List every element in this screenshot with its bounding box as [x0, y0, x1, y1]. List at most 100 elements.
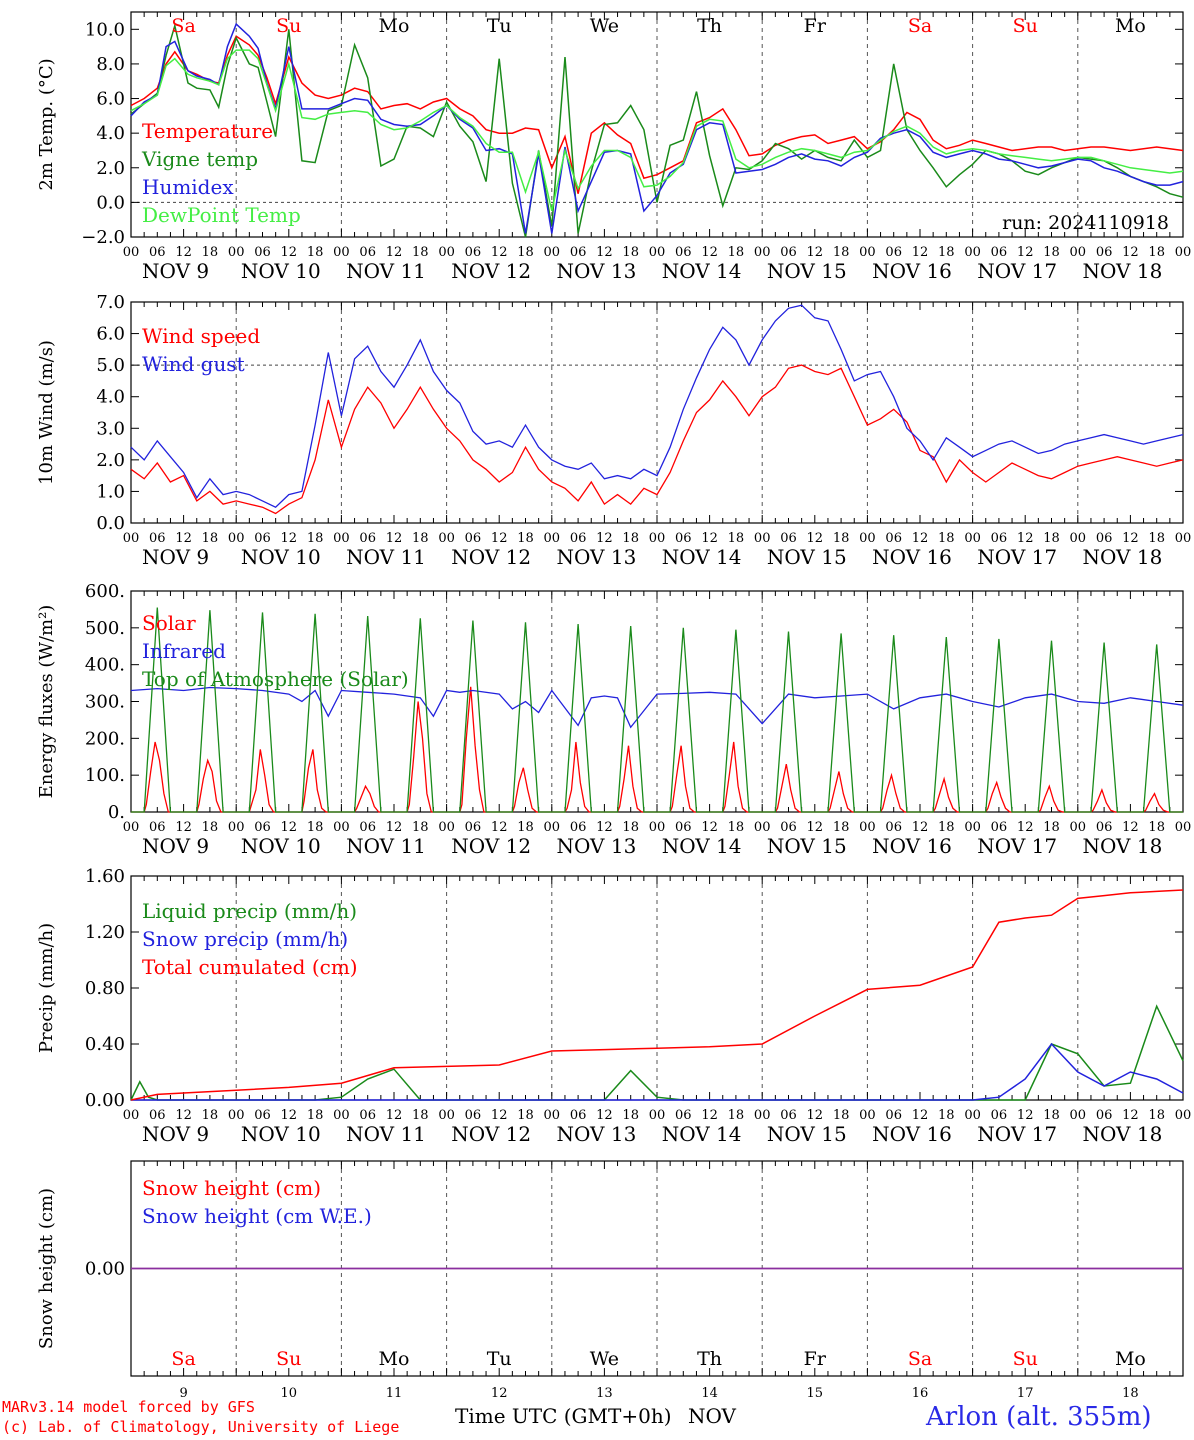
- x-hour-label: 00: [1175, 820, 1192, 835]
- x-hour-label: 00: [649, 820, 666, 835]
- x-hour-label: 06: [465, 531, 482, 546]
- x-hour-label: 12: [491, 531, 508, 546]
- x-hour-label: 06: [465, 1108, 482, 1123]
- x-day-label: NOV 15: [767, 1122, 847, 1146]
- x-axis-month: NOV: [688, 1404, 736, 1428]
- x-hour-label: 06: [675, 1108, 692, 1123]
- weekday-label: Th: [697, 1348, 722, 1370]
- x-hour-label: 18: [728, 245, 745, 260]
- x-hour-label: 12: [596, 820, 613, 835]
- x-hour-label: 18: [202, 531, 219, 546]
- x-hour-label: 18: [307, 1108, 324, 1123]
- weekday-label: Su: [276, 1348, 301, 1370]
- x-day-number: 14: [701, 1386, 718, 1401]
- x-hour-label: 00: [333, 531, 350, 546]
- x-hour-label: 00: [544, 531, 561, 546]
- x-day-number: 16: [912, 1386, 929, 1401]
- x-day-label: NOV 11: [346, 545, 426, 569]
- x-hour-label: 06: [1096, 1108, 1113, 1123]
- x-hour-label: 00: [544, 820, 561, 835]
- y-tick-label: 400.: [85, 655, 125, 676]
- y-tick-label: 500.: [85, 618, 125, 639]
- location-label: Arlon (alt. 355m): [926, 1402, 1152, 1432]
- x-hour-label: 00: [754, 820, 771, 835]
- x-hour-label: 18: [517, 245, 534, 260]
- x-hour-label: 06: [780, 531, 797, 546]
- x-hour-label: 06: [465, 245, 482, 260]
- y-tick-label: 6.0: [96, 324, 125, 345]
- x-hour-label: 12: [701, 820, 718, 835]
- y-tick-label: 0.00: [85, 1259, 125, 1280]
- x-hour-label: 06: [465, 820, 482, 835]
- x-hour-label: 00: [1070, 1108, 1087, 1123]
- x-hour-label: 12: [175, 245, 192, 260]
- x-hour-label: 06: [991, 820, 1008, 835]
- series-line-snow-precip-mm-h-: [131, 1042, 1184, 1101]
- y-tick-label: 4.0: [96, 123, 125, 144]
- x-day-number: 11: [386, 1386, 403, 1401]
- x-hour-label: 06: [570, 820, 587, 835]
- x-hour-label: 00: [859, 1108, 876, 1123]
- weekday-label: Tu: [487, 15, 512, 37]
- x-hour-label: 12: [386, 531, 403, 546]
- x-hour-label: 18: [412, 820, 429, 835]
- x-hour-label: 12: [701, 245, 718, 260]
- x-hour-label: 06: [359, 531, 376, 546]
- weekday-label: Tu: [487, 1348, 512, 1370]
- x-hour-label: 12: [491, 820, 508, 835]
- x-hour-label: 18: [833, 531, 850, 546]
- x-hour-label: 06: [149, 531, 166, 546]
- x-day-label: NOV 14: [662, 834, 742, 858]
- series-line-dewpoint-temp: [130, 49, 1184, 212]
- x-hour-label: 12: [491, 245, 508, 260]
- x-hour-label: 00: [1175, 1108, 1192, 1123]
- x-day-label: NOV 13: [557, 1122, 637, 1146]
- weekday-label: We: [590, 15, 619, 37]
- series-line-infrared: [130, 686, 1184, 729]
- x-hour-label: 12: [281, 1108, 298, 1123]
- series-line-top-of-atmosphere-solar-: [131, 607, 1183, 813]
- x-hour-label: 18: [517, 820, 534, 835]
- x-hour-label: 00: [1070, 245, 1087, 260]
- x-hour-label: 18: [412, 245, 429, 260]
- x-day-label: NOV 17: [977, 545, 1057, 569]
- x-hour-label: 00: [859, 245, 876, 260]
- x-day-label: NOV 12: [451, 545, 531, 569]
- x-hour-label: 18: [728, 531, 745, 546]
- weekday-label: Sa: [171, 1348, 195, 1370]
- x-hour-label: 06: [991, 531, 1008, 546]
- x-hour-label: 00: [859, 531, 876, 546]
- weekday-label: Mo: [379, 1348, 410, 1370]
- x-day-label: NOV 9: [142, 834, 209, 858]
- x-hour-label: 18: [938, 531, 955, 546]
- x-hour-label: 00: [649, 245, 666, 260]
- x-hour-label: 06: [885, 245, 902, 260]
- y-tick-label: 10.0: [85, 19, 125, 40]
- y-tick-label: 300.: [85, 692, 125, 713]
- x-hour-label: 06: [570, 1108, 587, 1123]
- y-tick-label: 6.0: [96, 89, 125, 110]
- x-hour-label: 00: [964, 1108, 981, 1123]
- x-hour-label: 00: [964, 245, 981, 260]
- x-hour-label: 12: [912, 1108, 929, 1123]
- x-hour-label: 00: [754, 531, 771, 546]
- x-hour-label: 00: [333, 1108, 350, 1123]
- x-hour-label: 00: [754, 1108, 771, 1123]
- x-hour-label: 06: [254, 531, 271, 546]
- x-hour-label: 06: [780, 820, 797, 835]
- x-hour-label: 06: [149, 1108, 166, 1123]
- x-day-label: NOV 15: [767, 834, 847, 858]
- weekday-label: Su: [276, 15, 301, 37]
- weekday-label: Th: [697, 15, 722, 37]
- x-hour-label: 12: [807, 820, 824, 835]
- x-hour-label: 12: [1122, 531, 1139, 546]
- x-day-label: NOV 14: [662, 545, 742, 569]
- x-hour-label: 12: [912, 245, 929, 260]
- x-hour-label: 12: [1122, 1108, 1139, 1123]
- y-tick-label: 0.0: [96, 192, 125, 213]
- x-hour-label: 12: [701, 1108, 718, 1123]
- x-hour-label: 06: [359, 1108, 376, 1123]
- x-hour-label: 00: [649, 531, 666, 546]
- x-hour-label: 06: [149, 820, 166, 835]
